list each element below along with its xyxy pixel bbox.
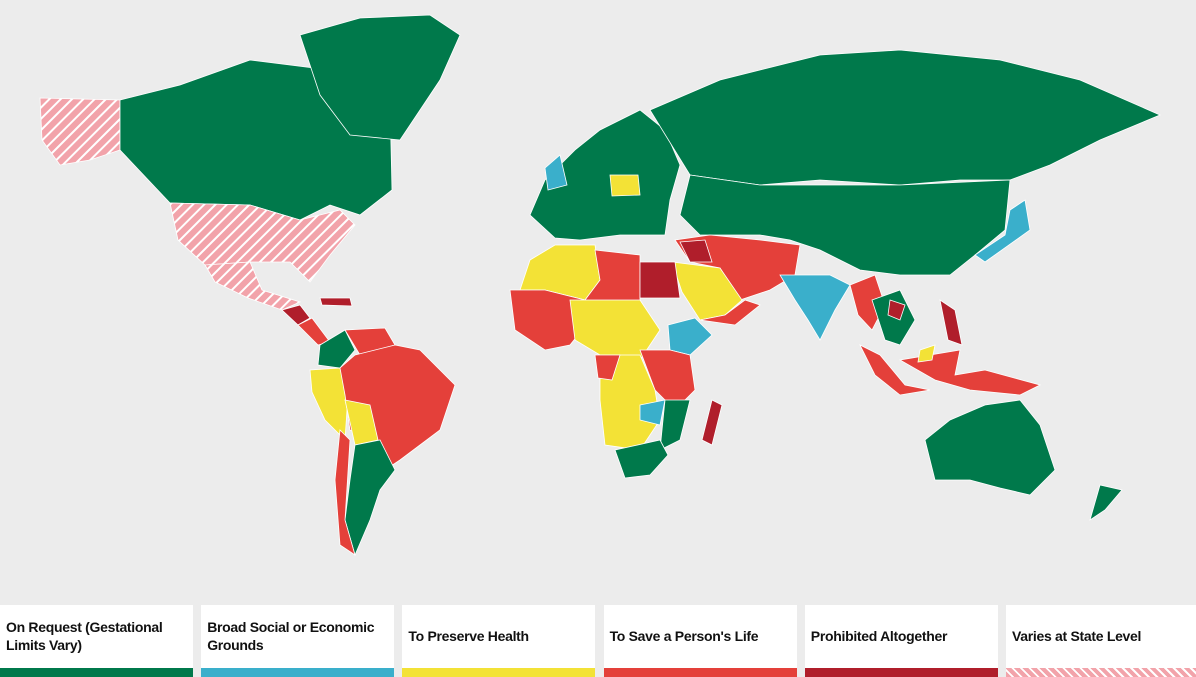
- india: [779, 274, 851, 341]
- chile: [334, 429, 356, 556]
- indonesia-west: [859, 344, 931, 396]
- legend-item: To Save a Person's Life: [603, 605, 797, 677]
- indonesia-east: [898, 349, 1042, 396]
- legend-swatch: [804, 668, 998, 677]
- china-central-asia: [679, 174, 1011, 276]
- legend-label: To Save a Person's Life: [609, 628, 759, 644]
- legend-item: On Request (Gestational Limits Vary): [0, 605, 193, 677]
- japan: [974, 199, 1031, 263]
- legend-label: On Request (Gestational Limits Vary): [6, 619, 163, 653]
- legend-item: Prohibited Altogether: [804, 605, 998, 677]
- madagascar: [701, 399, 723, 446]
- congo: [594, 354, 621, 381]
- alaska: [39, 97, 121, 166]
- legend-item: Broad Social or Economic Grounds: [201, 605, 395, 677]
- new-zealand: [1089, 484, 1123, 521]
- caribbean: [319, 297, 353, 307]
- egypt: [639, 261, 681, 299]
- legend: On Request (Gestational Limits Vary) Broa…: [0, 605, 1196, 677]
- uk: [544, 154, 568, 191]
- legend-label: Prohibited Altogether: [810, 628, 948, 644]
- world-map: [39, 14, 1162, 557]
- legend-swatch: [201, 668, 395, 677]
- central-africa: [599, 354, 661, 451]
- legend-swatch: [1006, 668, 1196, 677]
- usa: [169, 202, 356, 283]
- legend-label: Varies at State Level: [1012, 628, 1142, 644]
- greenland: [299, 14, 461, 141]
- poland: [609, 174, 641, 197]
- ethiopia: [667, 317, 713, 356]
- zambia: [639, 399, 666, 426]
- yemen-oman: [699, 299, 761, 326]
- argentina: [344, 439, 396, 557]
- colombia: [317, 329, 356, 369]
- laos: [887, 299, 906, 321]
- legend-item: To Preserve Health: [402, 605, 596, 677]
- south-africa: [614, 439, 669, 479]
- legend-item: Varies at State Level: [1006, 605, 1196, 677]
- mexico: [204, 261, 302, 311]
- philippines: [939, 299, 963, 346]
- iraq: [679, 239, 713, 263]
- legend-label: Broad Social or Economic Grounds: [207, 619, 375, 653]
- mozambique: [659, 399, 691, 451]
- central-america-1: [281, 304, 311, 326]
- legend-swatch: [402, 668, 596, 677]
- malaysia: [917, 344, 936, 363]
- australia: [924, 399, 1056, 496]
- legend-swatch: [603, 668, 797, 677]
- legend-swatch: [0, 668, 193, 677]
- europe: [529, 109, 681, 241]
- legend-label: To Preserve Health: [408, 628, 529, 644]
- russia: [649, 49, 1162, 186]
